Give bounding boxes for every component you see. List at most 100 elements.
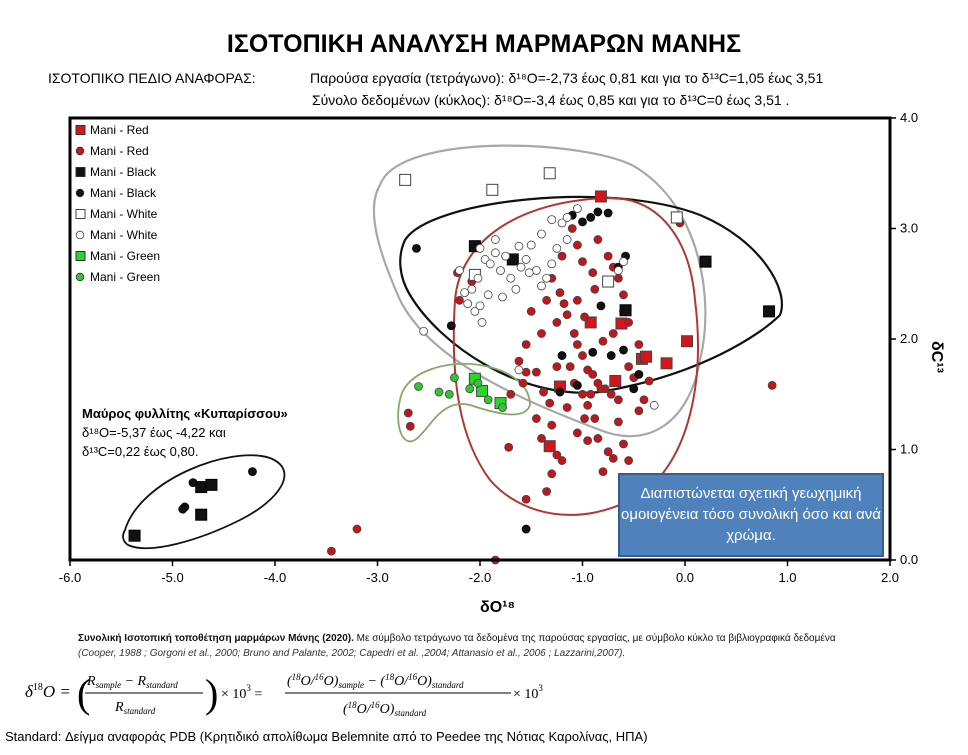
point-mani-red-circle bbox=[572, 428, 582, 438]
point-mani-red-circle bbox=[583, 436, 593, 446]
point-mani-red-circle bbox=[624, 362, 634, 372]
point-mani-red-circle bbox=[767, 381, 777, 390]
point-mani-black-circle bbox=[588, 347, 598, 357]
point-mani-red-circle bbox=[624, 318, 634, 327]
point-mani-white-circle bbox=[552, 243, 562, 253]
point-mani-red-circle bbox=[613, 395, 623, 405]
point-mani-white-square bbox=[399, 173, 412, 186]
point-mani-white-circle bbox=[514, 365, 524, 375]
point-mani-red-circle bbox=[526, 306, 536, 316]
legend-label: Mani - White bbox=[90, 207, 158, 221]
point-mani-white-circle bbox=[419, 326, 429, 336]
legend-label: Mani - Red bbox=[90, 123, 149, 137]
svg-text:Rstandard: Rstandard bbox=[114, 700, 156, 716]
point-mani-red-circle bbox=[552, 362, 562, 372]
point-mani-red-circle bbox=[619, 439, 628, 449]
legend-marker-circle bbox=[75, 272, 85, 282]
y-tick-label: 2.0 bbox=[900, 331, 918, 346]
point-mani-red-circle bbox=[504, 442, 514, 452]
point-mani-red-circle bbox=[567, 224, 577, 233]
point-mani-white-circle bbox=[547, 259, 557, 269]
point-mani-white-circle bbox=[547, 215, 557, 225]
envelope-white bbox=[372, 144, 707, 438]
point-mani-red-circle bbox=[593, 235, 603, 244]
caption-references: (Cooper, 1988 ; Gorgoni et al., 2000; Br… bbox=[78, 648, 626, 659]
point-mani-white-circle bbox=[501, 251, 511, 261]
point-mani-white-circle bbox=[485, 259, 495, 269]
x-axis: -6.0 -5.0 -4.0 -3.0 -2.0 -1.0 0.0 1.0 2.0 bbox=[59, 560, 899, 585]
point-mani-white-circle bbox=[496, 266, 505, 275]
point-mani-red-circle bbox=[580, 312, 589, 322]
point-mani-red-circle bbox=[634, 340, 644, 349]
svg-text:(: ( bbox=[77, 671, 90, 716]
point-mani-black-square bbox=[763, 305, 776, 318]
point-mani-red-circle bbox=[521, 367, 531, 377]
point-mani-red-circle bbox=[578, 351, 587, 360]
point-mani-red-circle bbox=[326, 546, 336, 556]
point-mani-red-circle bbox=[598, 467, 608, 477]
point-mani-red-circle bbox=[578, 389, 587, 399]
point-mani-white-circle bbox=[619, 257, 628, 267]
point-mani-red-circle bbox=[572, 295, 582, 305]
point-mani-red-circle bbox=[624, 456, 634, 465]
point-mani-red-circle bbox=[565, 362, 575, 372]
point-mani-red-circle bbox=[590, 284, 600, 294]
point-mani-white-circle bbox=[490, 248, 500, 258]
point-mani-white-circle bbox=[506, 273, 516, 283]
point-mani-red-circle bbox=[559, 299, 569, 309]
legend-label: Mani - Green bbox=[90, 249, 160, 263]
point-mani-white-circle bbox=[531, 266, 541, 275]
point-mani-green-circle bbox=[449, 373, 459, 383]
point-mani-green-square bbox=[476, 384, 489, 397]
x-tick-label: -3.0 bbox=[366, 570, 388, 585]
caption-text: Με σύμβολο τετράγωνο τα δεδομένα της παρ… bbox=[353, 633, 836, 644]
envelope-black bbox=[399, 195, 783, 394]
point-mani-white-circle bbox=[463, 299, 473, 309]
point-mani-white-circle bbox=[537, 281, 546, 291]
point-mani-red-circle bbox=[588, 369, 598, 379]
x-tick-label: 2.0 bbox=[881, 570, 899, 585]
point-mani-red-circle bbox=[578, 257, 587, 267]
point-mani-red-circle bbox=[562, 403, 572, 412]
legend-marker-circle bbox=[75, 230, 85, 240]
svg-text:): ) bbox=[205, 671, 218, 716]
x-tick-label: 1.0 bbox=[778, 570, 796, 585]
point-mani-red-circle bbox=[598, 336, 608, 346]
point-mani-white-circle bbox=[562, 213, 572, 222]
y-axis: 0.0 1.0 2.0 3.0 4.0 bbox=[890, 110, 918, 567]
y-tick-label: 4.0 bbox=[900, 110, 918, 125]
point-mani-white-square bbox=[602, 275, 615, 288]
point-mani-white-circle bbox=[473, 273, 483, 283]
point-mani-red-circle bbox=[569, 329, 579, 338]
point-mani-red-circle bbox=[593, 434, 603, 443]
y-axis-label: δC¹³ bbox=[927, 341, 945, 373]
phyllite-line-2: δ¹³C=0,22 έως 0,80. bbox=[82, 444, 199, 459]
legend-label: Mani - Black bbox=[90, 165, 157, 179]
x-tick-label: -2.0 bbox=[469, 570, 491, 585]
svg-text:× 103 =: × 103 = bbox=[221, 683, 262, 702]
point-mani-red-circle bbox=[557, 251, 567, 261]
point-mani-white-circle bbox=[649, 400, 659, 410]
point-mani-red-circle bbox=[539, 387, 548, 397]
point-mani-red-circle bbox=[514, 356, 524, 366]
point-mani-white-circle bbox=[460, 288, 470, 297]
point-mani-black-circle bbox=[557, 351, 567, 360]
point-mani-white-circle bbox=[514, 241, 524, 251]
standard-note: Standard: Δείγμα αναφοράς PDB (Κρητιδικό… bbox=[5, 729, 648, 744]
point-mani-white-circle bbox=[455, 266, 464, 275]
point-mani-red-circle bbox=[547, 469, 557, 479]
point-mani-white-square bbox=[670, 211, 683, 224]
point-mani-white-circle bbox=[511, 284, 521, 294]
svg-text:(18O/16O)standard: (18O/16O)standard bbox=[343, 700, 427, 718]
legend-marker-square bbox=[75, 209, 86, 219]
point-mani-white-circle bbox=[467, 284, 477, 294]
point-mani-white-circle bbox=[490, 235, 500, 244]
point-mani-white-circle bbox=[483, 290, 493, 300]
point-mani-black-circle bbox=[188, 478, 198, 488]
legend-marker-square bbox=[75, 251, 86, 261]
point-mani-red-circle bbox=[562, 310, 572, 320]
point-mani-black-circle bbox=[521, 524, 531, 534]
point-mani-red-circle bbox=[455, 295, 464, 305]
reference-field-line-2: Σύνολο δεδομένων (κύκλος): δ¹⁸O=-3,4 έως… bbox=[312, 92, 790, 108]
point-mani-black-circle bbox=[248, 467, 257, 477]
